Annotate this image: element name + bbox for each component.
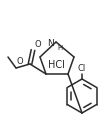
Text: N: N xyxy=(47,38,54,47)
Text: O: O xyxy=(35,40,41,49)
Text: Cl: Cl xyxy=(77,64,85,73)
Text: O: O xyxy=(17,57,23,66)
Text: H: H xyxy=(56,45,62,51)
Text: HCl: HCl xyxy=(47,60,64,70)
